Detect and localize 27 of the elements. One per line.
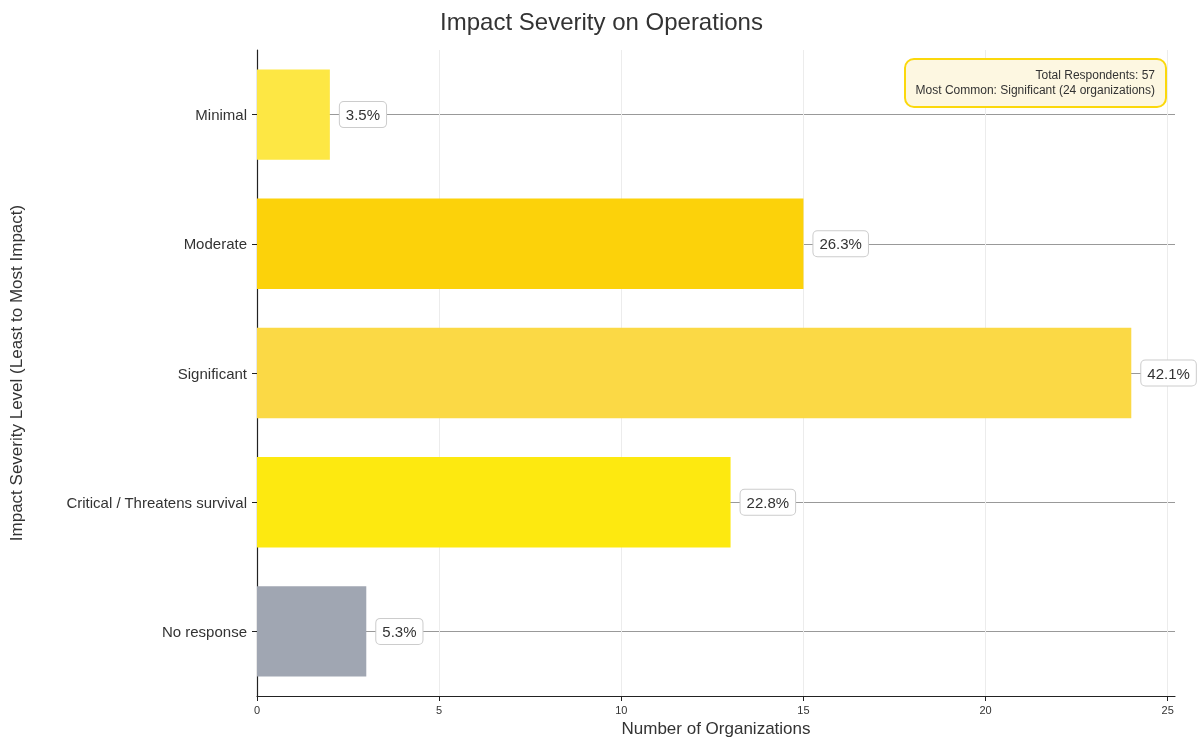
chart-title: Impact Severity on Operations [440, 7, 763, 35]
annotation: 3.5% [345, 106, 381, 124]
bar [257, 456, 731, 548]
x-tick-label: 5 [436, 703, 443, 716]
bar [257, 327, 1132, 419]
annotation: Most Common: Significant (24 organizations) [915, 83, 1155, 98]
bar [257, 198, 804, 290]
y-tick-label: Moderate [183, 235, 247, 253]
x-tick-label: 0 [253, 703, 261, 716]
y-tick-label: Minimal [195, 106, 247, 124]
annotation: Total Respondents: 57 [1034, 68, 1155, 83]
annotation: 26.3% [819, 235, 862, 253]
bar [257, 69, 330, 160]
y-tick-label: Significant [177, 364, 248, 382]
x-axis-title: Number of Organizations [621, 719, 811, 738]
x-tick-label: 25 [1161, 703, 1174, 716]
y-tick-label: Critical / Threatens survival [66, 493, 247, 511]
annotation: 42.1% [1147, 364, 1190, 382]
annotation: 5.3% [382, 622, 417, 640]
annotation: 22.8% [746, 493, 790, 511]
y-axis-title: Impact Severity Level (Least to Most Impact) [7, 204, 26, 542]
x-tick-label: 15 [797, 703, 810, 716]
x-tick-label: 20 [979, 703, 992, 716]
x-tick-label: 10 [615, 703, 628, 716]
bar [257, 586, 367, 677]
note-box: Total Respondents: 57 Most Common: Significant (24 organizations) [903, 58, 1167, 108]
y-tick-label: No response [161, 622, 247, 640]
